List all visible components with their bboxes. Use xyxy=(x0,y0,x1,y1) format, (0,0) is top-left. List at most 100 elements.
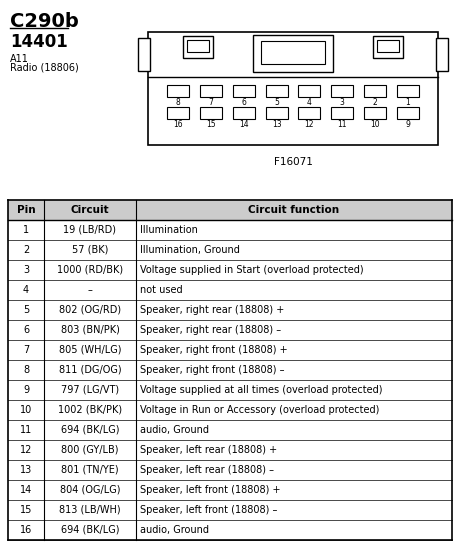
Text: Illumination: Illumination xyxy=(140,225,197,235)
Text: 1: 1 xyxy=(23,225,29,235)
Text: Speaker, left rear (18808) +: Speaker, left rear (18808) + xyxy=(140,445,276,455)
Text: Voltage in Run or Accessory (overload protected): Voltage in Run or Accessory (overload pr… xyxy=(140,405,379,415)
Text: 6: 6 xyxy=(241,98,246,107)
Text: 1: 1 xyxy=(404,98,409,107)
Text: Speaker, right front (18808) –: Speaker, right front (18808) – xyxy=(140,365,284,375)
Text: 4: 4 xyxy=(23,285,29,295)
Text: Voltage supplied in Start (overload protected): Voltage supplied in Start (overload prot… xyxy=(140,265,363,275)
Text: 12: 12 xyxy=(304,120,313,129)
Text: 14: 14 xyxy=(20,485,32,495)
Bar xyxy=(265,85,287,97)
Bar xyxy=(8,520,451,540)
Text: Speaker, right front (18808) +: Speaker, right front (18808) + xyxy=(140,345,287,355)
Text: 9: 9 xyxy=(23,385,29,395)
Text: 804 (OG/LG): 804 (OG/LG) xyxy=(60,485,120,495)
Text: –: – xyxy=(87,285,92,295)
Bar xyxy=(265,107,287,119)
Text: audio, Ground: audio, Ground xyxy=(140,525,208,535)
Text: 8: 8 xyxy=(176,98,180,107)
Bar xyxy=(232,85,254,97)
Text: C290b: C290b xyxy=(10,12,78,31)
Text: Illumination, Ground: Illumination, Ground xyxy=(140,245,239,255)
Text: 4: 4 xyxy=(306,98,311,107)
Text: 8: 8 xyxy=(23,365,29,375)
Bar xyxy=(396,85,418,97)
Bar xyxy=(8,320,451,340)
Text: 813 (LB/WH): 813 (LB/WH) xyxy=(59,505,121,515)
Text: Radio (18806): Radio (18806) xyxy=(10,63,78,73)
Bar xyxy=(8,420,451,440)
Bar xyxy=(8,400,451,420)
Text: 811 (DG/OG): 811 (DG/OG) xyxy=(59,365,121,375)
Bar xyxy=(8,380,451,400)
Text: 5: 5 xyxy=(23,305,29,315)
Bar xyxy=(298,85,319,97)
Bar xyxy=(200,85,222,97)
Text: 694 (BK/LG): 694 (BK/LG) xyxy=(61,425,119,435)
Bar xyxy=(148,32,437,145)
Bar xyxy=(372,36,402,58)
Bar xyxy=(8,500,451,520)
Bar xyxy=(8,200,451,220)
Text: 2: 2 xyxy=(23,245,29,255)
Text: 57 (BK): 57 (BK) xyxy=(72,245,108,255)
Text: Speaker, left rear (18808) –: Speaker, left rear (18808) – xyxy=(140,465,274,475)
Text: not used: not used xyxy=(140,285,182,295)
Bar xyxy=(8,300,451,320)
Bar xyxy=(167,85,189,97)
Bar xyxy=(330,85,353,97)
Text: 5: 5 xyxy=(274,98,279,107)
Text: 805 (WH/LG): 805 (WH/LG) xyxy=(59,345,121,355)
Text: 800 (GY/LB): 800 (GY/LB) xyxy=(61,445,118,455)
Text: A11: A11 xyxy=(10,54,29,64)
Bar xyxy=(138,38,150,71)
Bar xyxy=(8,360,451,380)
Text: Speaker, right rear (18808) –: Speaker, right rear (18808) – xyxy=(140,325,280,335)
Text: Circuit: Circuit xyxy=(71,205,109,215)
Bar xyxy=(167,107,189,119)
Text: 3: 3 xyxy=(339,98,344,107)
Text: 14: 14 xyxy=(239,120,248,129)
Text: 13: 13 xyxy=(20,465,32,475)
Bar xyxy=(298,107,319,119)
Text: Circuit function: Circuit function xyxy=(248,205,339,215)
Text: 694 (BK/LG): 694 (BK/LG) xyxy=(61,525,119,535)
Bar xyxy=(330,107,353,119)
Bar xyxy=(8,240,451,260)
Bar xyxy=(8,340,451,360)
Text: 3: 3 xyxy=(23,265,29,275)
Bar xyxy=(396,107,418,119)
Bar xyxy=(8,460,451,480)
Text: audio, Ground: audio, Ground xyxy=(140,425,208,435)
Bar xyxy=(8,480,451,500)
Bar xyxy=(260,41,325,64)
Bar xyxy=(232,107,254,119)
Text: 10: 10 xyxy=(369,120,379,129)
Text: 9: 9 xyxy=(404,120,409,129)
Bar xyxy=(200,107,222,119)
Bar xyxy=(252,35,332,72)
Text: Voltage supplied at all times (overload protected): Voltage supplied at all times (overload … xyxy=(140,385,382,395)
Text: 10: 10 xyxy=(20,405,32,415)
Bar xyxy=(8,280,451,300)
Text: Speaker, left front (18808) +: Speaker, left front (18808) + xyxy=(140,485,280,495)
Text: 801 (TN/YE): 801 (TN/YE) xyxy=(61,465,118,475)
Bar xyxy=(363,107,385,119)
Text: 6: 6 xyxy=(23,325,29,335)
Text: 12: 12 xyxy=(20,445,32,455)
Text: 11: 11 xyxy=(336,120,346,129)
Text: Pin: Pin xyxy=(17,205,35,215)
Text: 7: 7 xyxy=(23,345,29,355)
Text: 803 (BN/PK): 803 (BN/PK) xyxy=(61,325,119,335)
Text: Speaker, left front (18808) –: Speaker, left front (18808) – xyxy=(140,505,277,515)
Text: 7: 7 xyxy=(208,98,213,107)
Text: 802 (OG/RD): 802 (OG/RD) xyxy=(59,305,121,315)
Text: 14401: 14401 xyxy=(10,33,67,51)
Text: 15: 15 xyxy=(206,120,215,129)
Text: F16071: F16071 xyxy=(273,157,312,167)
Bar xyxy=(435,38,447,71)
Text: 797 (LG/VT): 797 (LG/VT) xyxy=(61,385,119,395)
Text: Speaker, right rear (18808) +: Speaker, right rear (18808) + xyxy=(140,305,284,315)
Bar xyxy=(8,220,451,240)
Text: 1000 (RD/BK): 1000 (RD/BK) xyxy=(57,265,123,275)
